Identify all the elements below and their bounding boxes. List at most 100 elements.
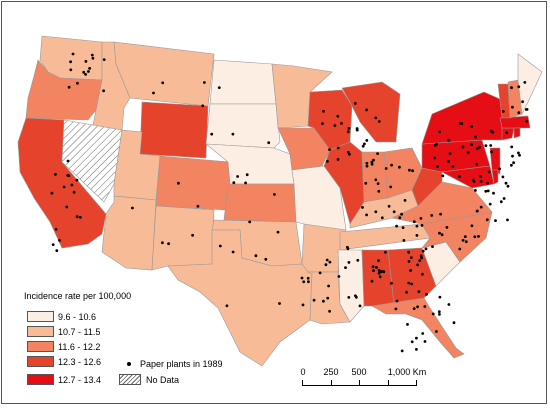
- paper-plant-point: [370, 279, 374, 283]
- paper-plant-point: [76, 81, 79, 85]
- paper-plant-point: [510, 163, 513, 167]
- paper-plant-point: [511, 154, 514, 158]
- paper-plant-point: [506, 218, 509, 222]
- paper-plant-point: [521, 100, 524, 104]
- paper-plant-point: [405, 290, 408, 294]
- paper-plant-point: [409, 256, 413, 259]
- paper-plant-point: [461, 238, 465, 242]
- paper-plant-point: [379, 270, 383, 274]
- paper-plant-point: [421, 272, 424, 276]
- paper-plant-point: [447, 303, 451, 306]
- paper-plant-point: [474, 135, 477, 139]
- paper-plant-point: [327, 284, 330, 288]
- paper-plant-point: [102, 89, 105, 93]
- paper-plant-point: [365, 161, 369, 165]
- paper-plant-point: [425, 293, 428, 296]
- paper-plant-point: [301, 303, 305, 307]
- paper-plant-point: [306, 276, 310, 280]
- scale-tick-label: 500: [351, 367, 367, 377]
- state-az: [101, 195, 157, 271]
- legend-label: 10.7 - 11.5: [58, 326, 101, 337]
- paper-plant-point: [348, 152, 351, 156]
- paper-plant-point: [400, 212, 403, 216]
- paper-plant-point: [231, 250, 235, 254]
- paper-plant-point: [511, 105, 514, 109]
- paper-plant-point: [517, 111, 521, 115]
- scale-tick: [331, 380, 332, 386]
- paper-plant-point: [210, 132, 214, 136]
- paper-plant-point: [245, 173, 249, 177]
- paper-plant-point: [90, 53, 94, 57]
- paper-plant-point: [67, 85, 71, 89]
- state-nj: [489, 147, 501, 175]
- paper-plant-point: [88, 67, 91, 70]
- paper-plant-point: [87, 70, 90, 73]
- paper-plant-point: [402, 239, 406, 242]
- paper-plant-point: [50, 191, 54, 195]
- paper-plant-point: [75, 215, 79, 219]
- paper-plant-point: [203, 81, 206, 84]
- paper-plant-point: [365, 108, 368, 112]
- state-de: [491, 169, 499, 185]
- paper-plant-point: [248, 220, 252, 224]
- paper-plant-point: [347, 127, 351, 130]
- paper-plant-point: [324, 263, 328, 267]
- paper-plant-point: [58, 239, 61, 242]
- paper-plant-point: [395, 299, 399, 303]
- paper-plant-point: [439, 212, 442, 216]
- paper-plant-point: [328, 148, 331, 152]
- paper-plant-point: [302, 280, 306, 284]
- paper-plant-point: [421, 249, 425, 253]
- paper-plant-point: [264, 257, 268, 261]
- paper-plant-point: [505, 131, 509, 135]
- paper-plant-point: [412, 220, 416, 224]
- paper-plant-point: [336, 146, 340, 150]
- scale-bar: 0 250 500 1,000 Km: [298, 367, 428, 397]
- paper-plant-point: [91, 56, 95, 60]
- paper-plant-point: [460, 122, 464, 126]
- paper-plant-point: [377, 120, 381, 123]
- paper-plant-point: [370, 160, 374, 164]
- paper-plant-point: [447, 160, 450, 163]
- legend-class-3: 11.6 - 12.2: [27, 339, 100, 354]
- paper-plant-point: [479, 205, 483, 209]
- paper-plant-point: [484, 144, 488, 148]
- paper-plant-point: [82, 70, 86, 74]
- paper-plant-point: [415, 336, 418, 340]
- paper-plant-point: [51, 243, 55, 247]
- paper-plant-point: [325, 258, 329, 262]
- paper-plant-point: [416, 305, 419, 309]
- paper-plant-point: [232, 181, 236, 185]
- state-or: [25, 59, 103, 121]
- paper-plant-point: [421, 332, 425, 335]
- legend-class-5: 12.7 - 13.4: [27, 372, 101, 387]
- paper-plant-point: [423, 305, 427, 308]
- legend-label: 9.6 - 10.6: [58, 311, 97, 322]
- paper-plant-point: [438, 295, 442, 299]
- paper-plant-point: [418, 259, 422, 262]
- paper-plant-point: [377, 189, 381, 193]
- paper-plant-point: [417, 290, 421, 294]
- paper-plant-point: [473, 235, 477, 239]
- paper-plant-point: [344, 266, 347, 269]
- paper-plant-point: [346, 130, 350, 134]
- paper-plant-point: [411, 169, 414, 173]
- legend-swatch: [27, 311, 54, 322]
- paper-plant-point: [363, 142, 366, 146]
- paper-plant-point: [322, 109, 325, 113]
- paper-plant-point: [458, 247, 462, 251]
- paper-plant-point: [499, 200, 503, 204]
- state-tn: [339, 223, 431, 251]
- paper-plant-point: [431, 245, 434, 249]
- paper-plant-point: [400, 349, 404, 353]
- paper-plant-point: [382, 270, 386, 274]
- paper-plant-point: [326, 160, 329, 163]
- paper-plant-point: [374, 210, 378, 214]
- paper-plant-point: [69, 60, 72, 64]
- paper-plant-point: [65, 205, 69, 209]
- paper-plant-point: [501, 110, 505, 113]
- paper-plant-point: [376, 182, 380, 186]
- paper-plant-point: [419, 217, 423, 220]
- paper-plant-point: [355, 295, 358, 299]
